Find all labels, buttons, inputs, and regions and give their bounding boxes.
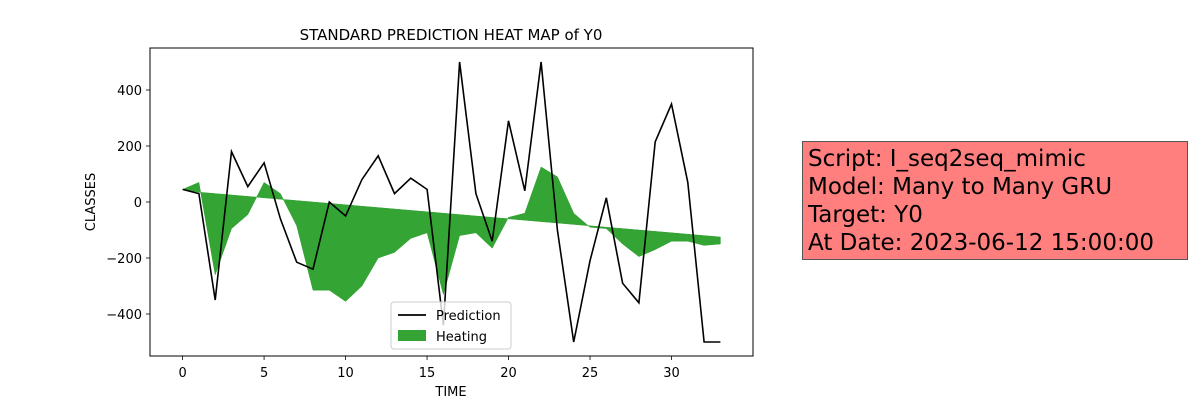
y-tick-label: −200	[106, 252, 142, 267]
x-tick-label: 25	[582, 366, 599, 381]
x-tick-label: 5	[260, 366, 268, 381]
y-tick-label: −400	[106, 308, 142, 323]
chart-title: STANDARD PREDICTION HEAT MAP of Y0	[300, 26, 603, 44]
heating-area	[181, 166, 721, 302]
info-script-line: Script: I_seq2seq_mimic	[808, 146, 1086, 172]
x-tick-label: 15	[419, 366, 436, 381]
legend-prediction-label: Prediction	[436, 309, 501, 324]
prediction-line	[182, 61, 721, 343]
x-tick-label: 20	[500, 366, 517, 381]
legend: Prediction Heating	[390, 301, 512, 350]
y-tick-label: 0	[134, 196, 142, 211]
info-date-line: At Date: 2023-06-12 15:00:00	[808, 230, 1154, 256]
x-tick-label: 30	[663, 366, 680, 381]
legend-heating-swatch	[398, 330, 426, 341]
y-axis-label: CLASSES	[84, 173, 99, 231]
y-tick-label: 400	[117, 84, 142, 99]
info-target-line: Target: Y0	[808, 202, 923, 228]
info-model-line: Model: Many to Many GRU	[808, 174, 1113, 200]
legend-heating-label: Heating	[436, 330, 487, 345]
x-axis-label: TIME	[434, 385, 466, 400]
y-tick-label: 200	[117, 140, 142, 155]
x-tick-label: 0	[178, 366, 186, 381]
x-tick-label: 10	[337, 366, 354, 381]
info-box: Script: I_seq2seq_mimic Model: Many to M…	[802, 141, 1188, 260]
